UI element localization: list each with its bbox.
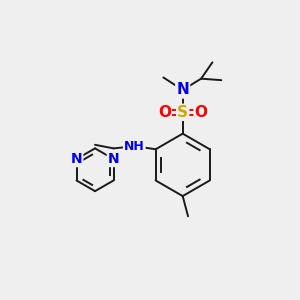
Text: O: O bbox=[195, 105, 208, 120]
Text: S: S bbox=[177, 105, 188, 120]
Text: NH: NH bbox=[124, 140, 145, 153]
Text: N: N bbox=[176, 82, 189, 98]
Text: O: O bbox=[158, 105, 171, 120]
Text: N: N bbox=[71, 152, 82, 166]
Text: N: N bbox=[108, 152, 119, 166]
